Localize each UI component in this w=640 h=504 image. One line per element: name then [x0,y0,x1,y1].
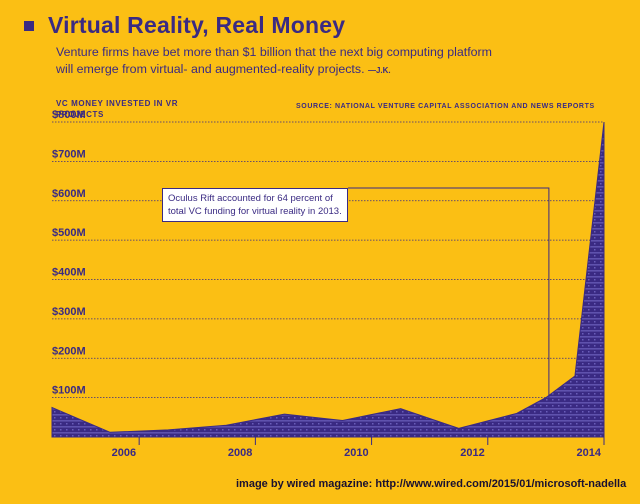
annotation-leader-line [348,187,550,398]
y-tick-label: $200M [52,345,86,357]
y-tick-label: $800M [52,109,86,121]
y-tick-label: $500M [52,227,86,239]
y-tick-label: $600M [52,188,86,200]
y-tick-label: $400M [52,267,86,279]
x-tick-label: 2014 [577,447,602,459]
source-note: SOURCE: NATIONAL VENTURE CAPITAL ASSOCIA… [296,103,595,110]
x-tick-label: 2008 [228,447,252,459]
y-tick-label: $300M [52,306,86,318]
series-area [51,121,605,438]
y-tick-label: $100M [52,385,86,397]
chart-title: Virtual Reality, Real Money [48,12,346,38]
chart-subtitle: Venture firms have bet more than $1 bill… [56,44,496,79]
x-tick-label: 2006 [112,447,136,459]
title-row: Virtual Reality, Real Money [24,12,345,39]
subtitle-text: Venture firms have bet more than $1 bill… [56,45,492,76]
image-credit: image by wired magazine: http://www.wire… [236,478,627,490]
title-square-icon [24,20,34,31]
x-tick-label: 2012 [460,447,484,459]
y-axis-label: VC MONEY INVESTED IN VR PROJECTS [56,99,179,119]
y-tick-label: $700M [52,148,86,160]
annotation-box: Oculus Rift accounted for 64 percent of … [162,188,348,222]
x-tick-label: 2010 [344,447,368,459]
byline: —J.K. [367,66,391,75]
